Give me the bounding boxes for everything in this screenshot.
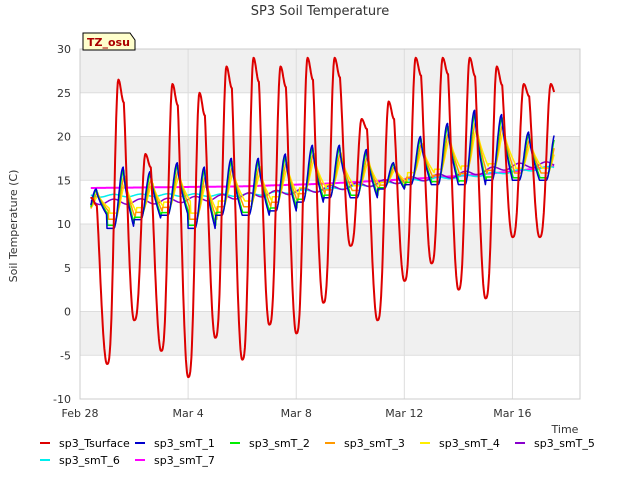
legend-label-sp3_smT_7: sp3_smT_7 — [154, 454, 215, 467]
y-tick-label: 15 — [57, 174, 71, 187]
x-tick-label: Feb 28 — [62, 407, 99, 420]
y-tick-label: -10 — [53, 393, 71, 406]
legend-label-sp3_smT_3: sp3_smT_3 — [344, 437, 405, 450]
legend-label-sp3_smT_5: sp3_smT_5 — [534, 437, 595, 450]
y-tick-label: 25 — [57, 87, 71, 100]
y-tick-label: 5 — [64, 262, 71, 275]
x-axis-label: Time — [551, 423, 579, 436]
series-line-sp3_Tsurface — [90, 56, 556, 379]
tz-badge: TZ_osu — [82, 32, 136, 51]
chart-title: SP3 Soil Temperature — [251, 4, 389, 19]
x-tick-label: Mar 4 — [172, 407, 203, 420]
grid-band — [80, 49, 580, 93]
y-tick-label: -5 — [60, 349, 71, 362]
y-tick-label: 0 — [64, 306, 71, 319]
legend-label-sp3_smT_1: sp3_smT_1 — [154, 437, 215, 450]
legend: sp3_Tsurface sp3_smT_1 sp3_smT_2 sp3_smT_3 s… — [40, 437, 595, 467]
x-tick-label: Mar 12 — [385, 407, 423, 420]
plot-area-border — [79, 48, 581, 400]
legend-label-sp3_Tsurface: sp3_Tsurface — [59, 437, 130, 450]
y-axis-label: Soil Temperature (C) — [7, 170, 20, 283]
y-tick-label: 10 — [57, 218, 71, 231]
grid-band — [80, 224, 580, 268]
tz-badge-text: TZ_osu — [87, 36, 130, 49]
legend-label-sp3_smT_6: sp3_smT_6 — [59, 454, 120, 467]
legend-label-sp3_smT_4: sp3_smT_4 — [439, 437, 500, 450]
legend-label-sp3_smT_2: sp3_smT_2 — [249, 437, 310, 450]
x-tick-label: Mar 8 — [281, 407, 312, 420]
grid-band — [80, 311, 580, 356]
x-tick-label: Mar 16 — [493, 407, 531, 420]
y-tick-label: 20 — [57, 131, 71, 144]
y-tick-label: 30 — [57, 43, 71, 56]
